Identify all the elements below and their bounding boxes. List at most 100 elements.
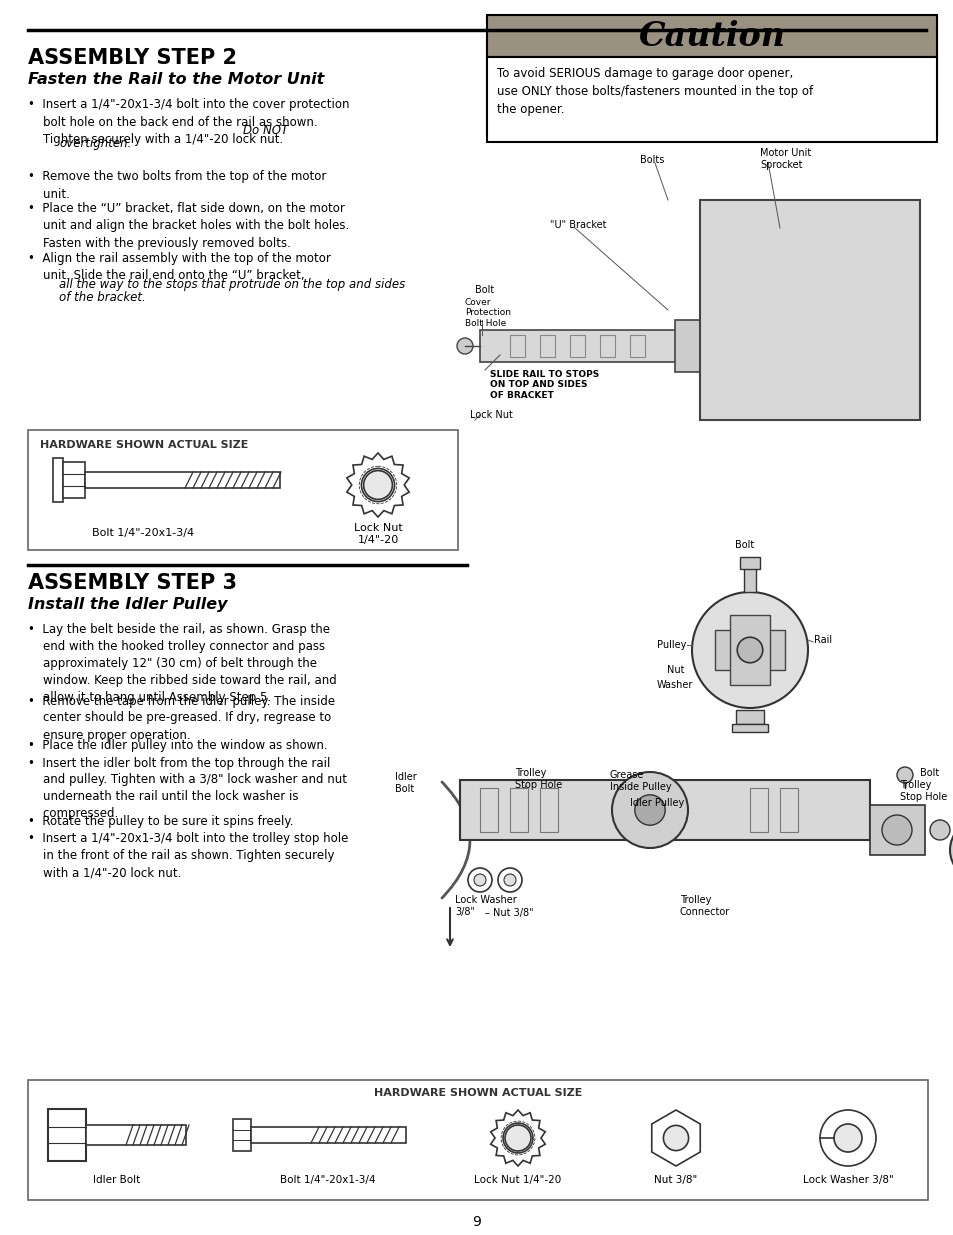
Bar: [459, 781, 869, 840]
Text: 9: 9: [472, 1215, 481, 1229]
Bar: [510, 788, 527, 832]
Bar: [740, 557, 760, 569]
Bar: [63, 462, 85, 498]
Bar: [479, 788, 497, 832]
Text: Lock Nut: Lock Nut: [470, 410, 513, 420]
Bar: [715, 630, 784, 671]
Bar: [85, 472, 280, 488]
Bar: [731, 724, 767, 732]
Circle shape: [737, 637, 762, 663]
Text: Cover
Protection
Bolt Hole: Cover Protection Bolt Hole: [464, 298, 511, 327]
Text: •  Align the rail assembly with the top of the motor
    unit. Slide the rail en: • Align the rail assembly with the top o…: [28, 252, 331, 283]
Text: Nut 3/8": Nut 3/8": [654, 1174, 697, 1186]
Text: "U" Bracket: "U" Bracket: [550, 220, 606, 230]
Bar: [251, 1128, 406, 1144]
Bar: [629, 335, 644, 357]
Text: – Nut 3/8": – Nut 3/8": [484, 908, 533, 918]
Bar: [599, 335, 615, 357]
Bar: [749, 788, 767, 832]
Text: •  Place the “U” bracket, flat side down, on the motor
    unit and align the br: • Place the “U” bracket, flat side down,…: [28, 203, 349, 249]
Text: Motor Unit
Sprocket: Motor Unit Sprocket: [760, 148, 810, 169]
Bar: [675, 320, 704, 372]
Text: of the bracket.: of the bracket.: [59, 291, 146, 304]
Text: Fasten the Rail to the Motor Unit: Fasten the Rail to the Motor Unit: [28, 72, 324, 86]
Circle shape: [833, 1124, 862, 1152]
Circle shape: [456, 338, 473, 354]
Text: Lock Nut 1/4"-20: Lock Nut 1/4"-20: [474, 1174, 561, 1186]
Bar: [743, 567, 755, 592]
Polygon shape: [651, 1110, 700, 1166]
Circle shape: [949, 820, 953, 881]
Text: •  Remove the tape from the idler pulley. The inside
    center should be pre-gr: • Remove the tape from the idler pulley.…: [28, 694, 335, 741]
Circle shape: [875, 231, 903, 259]
Text: overtighten.: overtighten.: [59, 137, 132, 149]
Bar: [233, 1119, 251, 1151]
Text: Washer: Washer: [657, 680, 693, 690]
Bar: [479, 330, 720, 362]
Circle shape: [929, 820, 949, 840]
Circle shape: [634, 795, 664, 825]
Text: To avoid SERIOUS damage to garage door opener,
use ONLY those bolts/fasteners mo: To avoid SERIOUS damage to garage door o…: [497, 67, 812, 116]
Text: Lock Washer
3/8": Lock Washer 3/8": [455, 895, 517, 916]
Text: Lock Nut
1/4"-20: Lock Nut 1/4"-20: [354, 522, 402, 545]
Bar: [28, 430, 457, 550]
Circle shape: [504, 1125, 531, 1151]
Bar: [569, 335, 584, 357]
Text: •  Remove the two bolts from the top of the motor
    unit.: • Remove the two bolts from the top of t…: [28, 170, 326, 200]
Text: Pulley: Pulley: [657, 640, 685, 650]
Text: ASSEMBLY STEP 3: ASSEMBLY STEP 3: [28, 573, 236, 593]
Text: Trolley
Stop Hole: Trolley Stop Hole: [515, 768, 561, 789]
Text: Idler Pulley: Idler Pulley: [629, 798, 683, 808]
Circle shape: [497, 868, 521, 892]
Bar: [28, 1079, 927, 1200]
Text: Install the Idler Pulley: Install the Idler Pulley: [28, 597, 227, 613]
Text: HARDWARE SHOWN ACTUAL SIZE: HARDWARE SHOWN ACTUAL SIZE: [40, 440, 248, 450]
Text: •  Place the idler pulley into the window as shown.: • Place the idler pulley into the window…: [28, 739, 327, 752]
Text: Rail: Rail: [813, 635, 831, 645]
Bar: [539, 335, 555, 357]
Bar: [869, 805, 924, 855]
Circle shape: [882, 815, 911, 845]
Text: Nut: Nut: [666, 664, 684, 676]
Bar: [48, 1109, 86, 1161]
Bar: [486, 57, 936, 142]
Text: Bolts: Bolts: [639, 156, 663, 165]
Text: Trolley
Stop Hole: Trolley Stop Hole: [899, 781, 946, 802]
Bar: [709, 210, 909, 410]
Bar: [510, 335, 524, 357]
Polygon shape: [490, 1110, 545, 1166]
Text: Idler Bolt: Idler Bolt: [93, 1174, 140, 1186]
Text: Bolt: Bolt: [475, 285, 494, 295]
Text: HARDWARE SHOWN ACTUAL SIZE: HARDWARE SHOWN ACTUAL SIZE: [374, 1088, 581, 1098]
Circle shape: [820, 1110, 875, 1166]
Text: Idler
Bolt: Idler Bolt: [395, 772, 416, 794]
Text: Bolt: Bolt: [735, 540, 754, 550]
Circle shape: [662, 1125, 688, 1151]
Text: •  Insert the idler bolt from the top through the rail
    and pulley. Tighten w: • Insert the idler bolt from the top thr…: [28, 757, 347, 820]
Circle shape: [691, 592, 807, 708]
Text: •  Rotate the pulley to be sure it spins freely.: • Rotate the pulley to be sure it spins …: [28, 815, 294, 827]
Bar: [729, 615, 769, 684]
Text: Bolt 1/4"-20x1-3/4: Bolt 1/4"-20x1-3/4: [91, 529, 193, 538]
Text: all the way to the stops that protrude on the top and sides: all the way to the stops that protrude o…: [59, 278, 405, 291]
Text: Trolley
Connector: Trolley Connector: [679, 895, 729, 916]
Text: Grease
Inside Pulley: Grease Inside Pulley: [609, 769, 671, 792]
Circle shape: [896, 767, 912, 783]
Text: SLIDE RAIL TO STOPS
ON TOP AND SIDES
OF BRACKET: SLIDE RAIL TO STOPS ON TOP AND SIDES OF …: [490, 370, 598, 400]
Polygon shape: [347, 453, 409, 517]
Circle shape: [361, 468, 395, 501]
Bar: [780, 788, 797, 832]
Circle shape: [474, 874, 485, 885]
Text: Bolt: Bolt: [919, 768, 939, 778]
Bar: [539, 788, 558, 832]
Bar: [53, 458, 63, 501]
Bar: [486, 15, 936, 57]
Circle shape: [612, 772, 687, 848]
Text: ASSEMBLY STEP 2: ASSEMBLY STEP 2: [28, 48, 236, 68]
Circle shape: [503, 874, 516, 885]
Circle shape: [502, 1123, 533, 1153]
Bar: [700, 200, 919, 420]
Text: •  Insert a 1/4"-20x1-3/4 bolt into the trolley stop hole
    in the front of th: • Insert a 1/4"-20x1-3/4 bolt into the t…: [28, 832, 348, 879]
Circle shape: [468, 868, 492, 892]
Text: Do NOT: Do NOT: [243, 124, 288, 137]
